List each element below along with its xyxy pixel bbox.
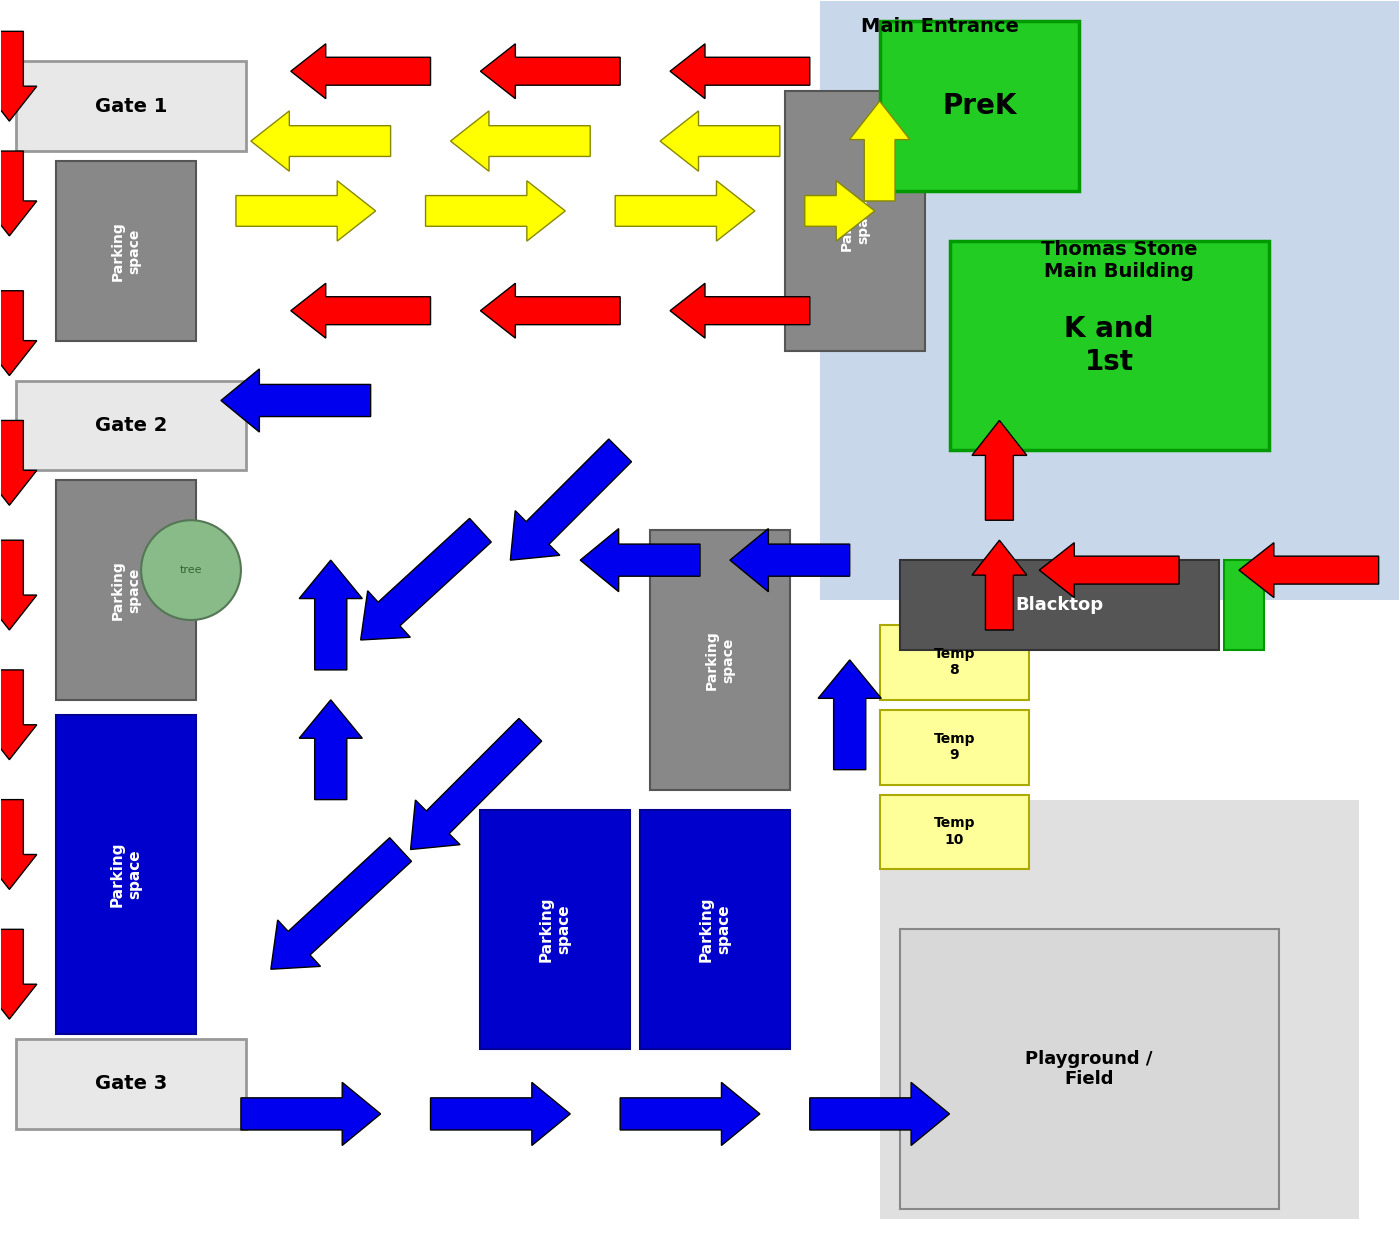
FancyArrow shape bbox=[580, 529, 700, 591]
Text: Parking
space: Parking space bbox=[111, 560, 141, 620]
FancyBboxPatch shape bbox=[900, 560, 1219, 650]
FancyBboxPatch shape bbox=[879, 625, 1029, 700]
FancyArrow shape bbox=[410, 719, 542, 850]
Text: Playground /
Field: Playground / Field bbox=[1025, 1050, 1154, 1089]
Text: Gate 3: Gate 3 bbox=[95, 1075, 167, 1094]
FancyArrow shape bbox=[0, 291, 36, 375]
FancyArrow shape bbox=[805, 181, 875, 241]
FancyArrow shape bbox=[237, 181, 375, 241]
FancyArrow shape bbox=[1039, 542, 1179, 598]
Text: Parking
space: Parking space bbox=[539, 896, 571, 962]
FancyArrow shape bbox=[270, 838, 412, 969]
FancyArrow shape bbox=[451, 111, 591, 171]
FancyArrow shape bbox=[241, 1082, 381, 1145]
Text: Parking
space: Parking space bbox=[111, 221, 141, 281]
FancyBboxPatch shape bbox=[879, 800, 1358, 1219]
Text: Gate 1: Gate 1 bbox=[95, 96, 168, 116]
FancyBboxPatch shape bbox=[56, 161, 196, 341]
FancyBboxPatch shape bbox=[820, 1, 1399, 600]
FancyArrow shape bbox=[972, 420, 1026, 520]
FancyBboxPatch shape bbox=[56, 480, 196, 700]
FancyBboxPatch shape bbox=[949, 241, 1268, 450]
Text: Temp
9: Temp 9 bbox=[934, 731, 976, 761]
FancyArrow shape bbox=[615, 181, 755, 241]
FancyBboxPatch shape bbox=[17, 61, 246, 151]
FancyBboxPatch shape bbox=[640, 810, 790, 1049]
Text: Temp
8: Temp 8 bbox=[934, 646, 976, 678]
FancyArrow shape bbox=[620, 1082, 760, 1145]
FancyArrow shape bbox=[291, 44, 431, 99]
FancyArrow shape bbox=[0, 929, 36, 1019]
FancyArrow shape bbox=[361, 519, 491, 640]
FancyArrow shape bbox=[251, 111, 391, 171]
FancyArrow shape bbox=[671, 44, 809, 99]
FancyArrow shape bbox=[480, 284, 620, 339]
FancyArrow shape bbox=[850, 101, 910, 201]
FancyArrow shape bbox=[300, 560, 363, 670]
FancyArrow shape bbox=[0, 540, 36, 630]
Text: Parking
space: Parking space bbox=[111, 841, 143, 907]
FancyArrow shape bbox=[0, 31, 36, 121]
Text: Temp
10: Temp 10 bbox=[934, 816, 976, 846]
Text: Parking
space: Parking space bbox=[699, 896, 731, 962]
FancyArrow shape bbox=[818, 660, 881, 770]
FancyArrow shape bbox=[300, 700, 363, 800]
FancyBboxPatch shape bbox=[900, 929, 1278, 1209]
Text: tree: tree bbox=[179, 565, 202, 575]
FancyArrow shape bbox=[729, 529, 850, 591]
FancyArrow shape bbox=[0, 420, 36, 505]
FancyArrow shape bbox=[0, 800, 36, 890]
Text: Blacktop: Blacktop bbox=[1015, 596, 1103, 614]
FancyBboxPatch shape bbox=[650, 530, 790, 790]
FancyArrow shape bbox=[659, 111, 780, 171]
Text: Parking
space: Parking space bbox=[704, 630, 735, 690]
Text: Thomas Stone
Main Building: Thomas Stone Main Building bbox=[1042, 240, 1197, 281]
FancyBboxPatch shape bbox=[879, 21, 1079, 191]
FancyBboxPatch shape bbox=[785, 91, 924, 350]
FancyArrow shape bbox=[291, 284, 431, 339]
FancyArrow shape bbox=[480, 44, 620, 99]
FancyArrow shape bbox=[426, 181, 566, 241]
FancyArrow shape bbox=[511, 439, 631, 560]
FancyArrow shape bbox=[0, 151, 36, 236]
FancyBboxPatch shape bbox=[17, 380, 246, 470]
FancyBboxPatch shape bbox=[879, 795, 1029, 870]
Circle shape bbox=[141, 520, 241, 620]
FancyArrow shape bbox=[1239, 542, 1379, 598]
FancyBboxPatch shape bbox=[17, 1039, 246, 1129]
Text: K and
1st: K and 1st bbox=[1064, 315, 1154, 376]
FancyArrow shape bbox=[0, 670, 36, 760]
FancyBboxPatch shape bbox=[56, 715, 196, 1034]
FancyArrow shape bbox=[671, 284, 809, 339]
FancyArrow shape bbox=[221, 369, 371, 432]
FancyBboxPatch shape bbox=[1224, 560, 1264, 650]
Text: PreK: PreK bbox=[942, 92, 1016, 120]
Text: Main Entrance: Main Entrance bbox=[861, 16, 1018, 36]
FancyArrow shape bbox=[809, 1082, 949, 1145]
Text: Gate 2: Gate 2 bbox=[95, 416, 168, 435]
FancyBboxPatch shape bbox=[480, 810, 630, 1049]
FancyBboxPatch shape bbox=[879, 710, 1029, 785]
FancyArrow shape bbox=[972, 540, 1026, 630]
Text: Parking
space: Parking space bbox=[840, 191, 869, 251]
FancyArrow shape bbox=[431, 1082, 570, 1145]
